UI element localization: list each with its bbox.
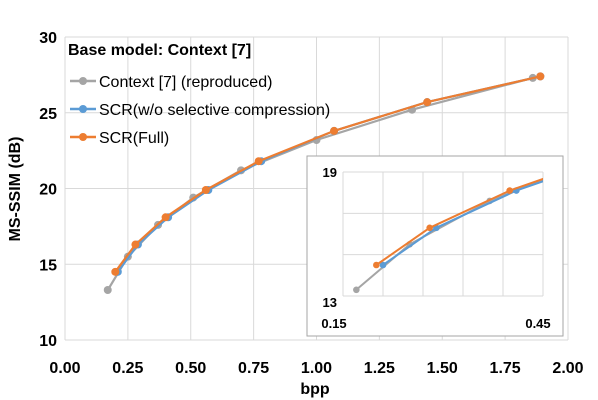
chart-title: Base model: Context [7] (68, 42, 251, 59)
y-tick-label: 10 (39, 333, 57, 350)
legend-swatch-marker (79, 105, 87, 113)
inset-series-2 (373, 177, 543, 269)
inset-series-line (375, 177, 543, 266)
inset-y-tick-label: 13 (323, 295, 337, 310)
inset-data-point (426, 224, 433, 232)
x-tick-label: 2.00 (552, 360, 583, 377)
inset-data-point (506, 187, 513, 194)
y-tick-label: 25 (39, 106, 57, 123)
legend-label: Context [7] (reproduced) (99, 74, 272, 91)
inset-x-tick-label: 0.45 (525, 316, 550, 331)
legend: Context [7] (reproduced) SCR(w/o selectiv… (70, 74, 330, 147)
data-point (131, 240, 140, 249)
legend-label: SCR(w/o selective compression) (99, 102, 330, 119)
x-tick-label: 0.75 (238, 360, 269, 377)
series-2 (111, 72, 545, 276)
inset-data-point (379, 261, 387, 269)
x-axis-label: bpp (300, 381, 330, 398)
x-tick-label: 0.50 (175, 360, 206, 377)
data-point (330, 126, 339, 135)
data-point (161, 213, 170, 222)
inset-series-line (382, 180, 543, 266)
inset-chart: 19 13 0.15 0.45 (306, 155, 564, 337)
x-tick-label: 1.75 (490, 360, 521, 377)
x-axis-ticks: 0.00 0.25 0.50 0.75 1.00 1.25 1.50 1.75 2.00 (49, 360, 583, 377)
inset-frame (306, 155, 564, 337)
data-point (536, 72, 545, 81)
x-tick-label: 0.00 (49, 360, 80, 377)
data-point (111, 267, 120, 276)
data-point (103, 286, 112, 295)
inset-series-layer (353, 177, 543, 294)
inset-x-tick-label: 0.15 (321, 316, 346, 331)
legend-swatch-marker (79, 77, 87, 85)
legend-label: SCR(Full) (99, 130, 169, 147)
inset-data-point (353, 286, 360, 294)
x-tick-label: 1.25 (364, 360, 395, 377)
y-tick-label: 20 (39, 182, 57, 199)
y-tick-label: 15 (39, 257, 57, 274)
y-axis-ticks: 10 15 20 25 30 (39, 30, 57, 350)
legend-swatch-marker (79, 133, 87, 141)
y-axis-label: MS-SSIM (dB) (7, 137, 24, 242)
x-tick-label: 0.25 (112, 360, 143, 377)
x-tick-label: 1.50 (427, 360, 458, 377)
data-point (423, 98, 432, 107)
series-layer (103, 72, 545, 295)
y-tick-label: 30 (39, 30, 57, 47)
x-tick-label: 1.00 (301, 360, 332, 377)
data-point (254, 157, 263, 166)
series-line (114, 75, 541, 273)
inset-data-point (373, 261, 380, 269)
inset-y-tick-label: 19 (323, 165, 337, 180)
data-point (201, 186, 210, 195)
